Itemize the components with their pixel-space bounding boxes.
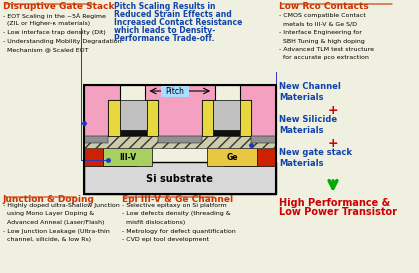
Text: Low Power Transistor: Low Power Transistor: [279, 207, 397, 217]
Text: - Low defects density (threading &: - Low defects density (threading &: [122, 212, 230, 216]
Text: Increased Contact Resistance: Increased Contact Resistance: [114, 18, 243, 27]
Bar: [207, 148, 257, 166]
Text: +: +: [328, 137, 338, 150]
Text: misfit dislocations): misfit dislocations): [122, 220, 185, 225]
Text: - Understanding Mobility Degradation: - Understanding Mobility Degradation: [3, 38, 122, 43]
Text: - Low interface trap density (Dit): - Low interface trap density (Dit): [3, 30, 106, 35]
Bar: [84, 162, 276, 194]
Text: Low Rco Contacts: Low Rco Contacts: [279, 2, 369, 11]
Text: Junction & Doping: Junction & Doping: [3, 195, 95, 204]
Text: - Advanced TLM test structure: - Advanced TLM test structure: [279, 47, 374, 52]
Bar: [103, 148, 152, 166]
Text: Pitch: Pitch: [166, 87, 184, 96]
Text: - EOT Scaling in the ~5Å Regime: - EOT Scaling in the ~5Å Regime: [3, 13, 106, 19]
Text: Materials: Materials: [279, 159, 323, 168]
Text: SBH Tuning & high doping: SBH Tuning & high doping: [279, 38, 365, 43]
Bar: [84, 136, 136, 166]
Text: Si substrate: Si substrate: [146, 174, 213, 184]
Bar: [120, 100, 147, 130]
Text: +: +: [328, 104, 338, 117]
Text: Epi III-V & Ge Channel: Epi III-V & Ge Channel: [122, 195, 233, 204]
Text: (ZIL or Higher-κ materials): (ZIL or Higher-κ materials): [3, 22, 90, 26]
Text: Advanced Anneal (Laser/Flash): Advanced Anneal (Laser/Flash): [3, 220, 104, 225]
Text: using Mono Layer Doping &: using Mono Layer Doping &: [3, 212, 94, 216]
Text: which leads to Density-: which leads to Density-: [114, 26, 215, 35]
Text: - Low Junction Leakage (Ultra-thin: - Low Junction Leakage (Ultra-thin: [3, 229, 110, 233]
Text: New gate stack: New gate stack: [279, 148, 352, 157]
Text: III-V: III-V: [119, 153, 136, 162]
Text: High Performance &: High Performance &: [279, 198, 390, 208]
Bar: [84, 136, 109, 143]
Text: - Highly doped ultra-Shallow Junction: - Highly doped ultra-Shallow Junction: [3, 203, 119, 208]
Bar: [202, 100, 213, 136]
Text: - Interface Engineering for: - Interface Engineering for: [279, 30, 362, 35]
Text: New Silicide: New Silicide: [279, 115, 337, 124]
Text: - CMOS compatible Contact: - CMOS compatible Contact: [279, 13, 365, 18]
Text: - CVD epi tool development: - CVD epi tool development: [122, 237, 209, 242]
Bar: [240, 100, 251, 136]
Text: Ge: Ge: [226, 153, 238, 162]
Bar: [158, 136, 202, 143]
Text: - Selective epitaxy on Si platform: - Selective epitaxy on Si platform: [122, 203, 227, 208]
Bar: [251, 136, 276, 143]
Text: New Channel: New Channel: [279, 82, 341, 91]
Bar: [84, 136, 276, 148]
Text: Materials: Materials: [279, 93, 323, 102]
Bar: [224, 136, 276, 166]
Bar: [213, 100, 240, 130]
Bar: [120, 130, 147, 136]
Text: for accurate ρco extraction: for accurate ρco extraction: [279, 55, 369, 61]
FancyBboxPatch shape: [161, 85, 189, 96]
Text: Performance Trade-off.: Performance Trade-off.: [114, 34, 215, 43]
Text: Mechanism @ Scaled EOT: Mechanism @ Scaled EOT: [3, 47, 88, 52]
Text: Materials: Materials: [279, 126, 323, 135]
Text: Reduced Strain Effects and: Reduced Strain Effects and: [114, 10, 232, 19]
Bar: [84, 85, 276, 194]
Text: metals to III-V & Ge S/D: metals to III-V & Ge S/D: [279, 22, 357, 26]
Polygon shape: [84, 85, 276, 136]
Bar: [213, 130, 240, 136]
Text: channel, silicide, & low Rs): channel, silicide, & low Rs): [3, 237, 91, 242]
Text: Disruptive Gate Stack: Disruptive Gate Stack: [3, 2, 114, 11]
Bar: [109, 100, 120, 136]
Text: - Metrology for defect quantification: - Metrology for defect quantification: [122, 229, 235, 233]
Text: Pitch Scaling Results in: Pitch Scaling Results in: [114, 2, 216, 11]
Bar: [147, 100, 158, 136]
